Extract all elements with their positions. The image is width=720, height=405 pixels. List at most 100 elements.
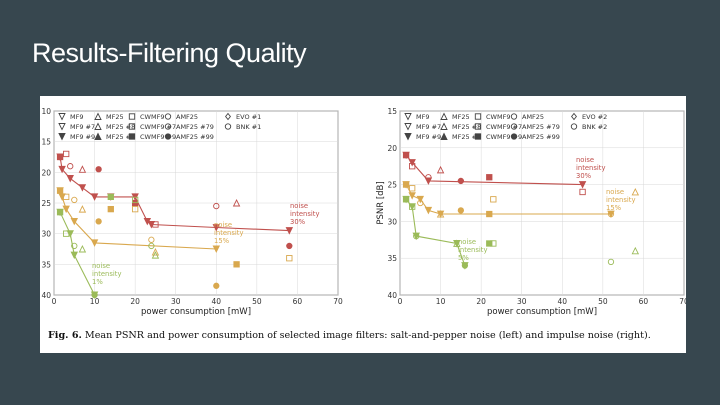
legend-label: MF9 #7 — [70, 123, 95, 131]
legend-marker — [58, 113, 66, 121]
data-point — [461, 262, 469, 269]
x-tick-label: 30 — [517, 297, 527, 306]
y-tick-label: 35 — [41, 260, 51, 269]
x-tick-label: 70 — [333, 297, 343, 306]
x-tick-label: 10 — [436, 297, 446, 306]
y-axis-label: PSNR [dB] — [376, 181, 386, 224]
caption-text: Mean PSNR and power consumption of selec… — [84, 330, 651, 341]
legend-marker — [225, 112, 231, 121]
data-point — [152, 221, 159, 228]
data-point — [63, 193, 70, 201]
data-point — [232, 198, 241, 207]
y-tick-label: 30 — [41, 230, 51, 239]
annotation-text: 30% — [290, 218, 306, 226]
y-tick-label: 20 — [41, 168, 51, 177]
legend-marker — [404, 133, 412, 141]
annotation-text: intensity — [458, 246, 487, 254]
legend-marker — [510, 133, 518, 140]
series-line-point — [408, 192, 416, 200]
legend-label: MF25 #8 — [452, 123, 481, 131]
legend-label: MF25 — [106, 113, 124, 121]
annotation-text: intensity — [606, 196, 635, 204]
legend-label: MF25 — [452, 113, 470, 121]
data-point — [63, 230, 70, 237]
legend-marker — [440, 122, 448, 130]
legend-label: MF25 #9 — [452, 133, 481, 141]
legend-marker — [94, 132, 102, 140]
x-tick-label: 0 — [398, 297, 403, 306]
data-point — [409, 163, 416, 170]
y-tick-label: 15 — [387, 107, 397, 116]
data-point — [131, 196, 139, 204]
annotation-text: intensity — [290, 210, 319, 218]
data-point — [107, 193, 114, 201]
series-line-point — [424, 206, 433, 215]
legend-marker — [128, 123, 136, 130]
data-point — [631, 187, 640, 196]
data-point — [213, 202, 220, 210]
x-tick-label: 50 — [598, 297, 608, 306]
annotation-text: noise — [576, 156, 594, 164]
data-point — [409, 185, 416, 192]
annotation-text: noise — [214, 221, 232, 229]
legend-marker — [404, 123, 412, 131]
annotation-text: 1% — [92, 278, 103, 286]
data-point — [148, 236, 155, 243]
data-point — [607, 210, 615, 218]
data-point — [425, 174, 432, 181]
legend-marker — [94, 112, 102, 120]
legend-label: MF25 #8 — [106, 123, 135, 131]
legend-label: AMF25 — [522, 113, 544, 121]
data-point — [95, 218, 102, 225]
annotation-text: intensity — [576, 164, 605, 172]
data-point — [402, 181, 410, 188]
series-line-point — [212, 224, 221, 232]
legend-label: CWMF9 — [140, 113, 164, 121]
legend-label: CWMF9 #7 — [486, 123, 522, 131]
annotation-text: noise — [290, 202, 308, 210]
legend-marker — [128, 133, 136, 140]
legend-label: AMF25 #79 — [176, 123, 214, 131]
data-point — [78, 165, 87, 173]
y-tick-label: 40 — [387, 291, 397, 300]
x-axis-label: power consumption [mW] — [487, 307, 597, 317]
data-point — [490, 196, 497, 203]
data-point — [402, 152, 410, 159]
legend-label: AMF25 #99 — [176, 133, 214, 141]
caption-label: Fig. 6. — [48, 330, 82, 341]
data-point — [148, 242, 155, 250]
legend-label: EVO #1 — [236, 113, 261, 121]
legend-marker — [571, 112, 577, 121]
legend-marker — [440, 132, 448, 140]
legend-label: MF9 — [416, 113, 429, 121]
data-point — [56, 187, 64, 194]
x-tick-label: 40 — [558, 297, 568, 306]
series-line-point — [90, 239, 99, 247]
x-axis-label: power consumption [mW] — [141, 307, 251, 317]
legend-label: CWMF9 #9 — [486, 133, 522, 141]
legend-label: BNK #1 — [236, 123, 261, 131]
y-tick-label: 10 — [41, 107, 51, 116]
legend-label: MF9 — [70, 113, 83, 121]
data-point — [107, 205, 114, 213]
data-point — [579, 188, 586, 196]
x-tick-label: 20 — [130, 297, 140, 306]
data-point — [71, 242, 78, 250]
x-tick-label: 60 — [639, 297, 649, 306]
data-point — [486, 174, 493, 181]
series-line-point — [66, 175, 74, 183]
x-tick-label: 50 — [252, 297, 262, 306]
series-line-point — [90, 193, 99, 201]
data-point — [63, 150, 70, 158]
annotation-text: 15% — [214, 237, 230, 245]
annotation-text: noise — [92, 262, 110, 270]
series-line-point — [78, 184, 87, 192]
figure-caption: Fig. 6. Mean PSNR and power consumption … — [48, 330, 678, 341]
x-tick-label: 30 — [171, 297, 181, 306]
legend-label: AMF25 #79 — [522, 123, 560, 131]
legend-marker — [164, 113, 172, 120]
data-point — [409, 203, 416, 210]
legend-label: CWMF9 #9 — [140, 133, 176, 141]
series-line-point — [416, 195, 425, 204]
